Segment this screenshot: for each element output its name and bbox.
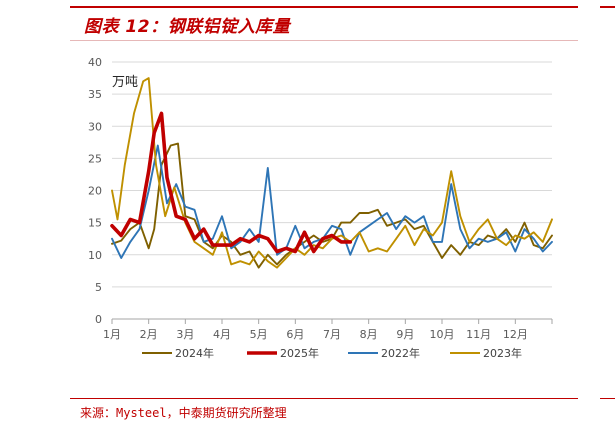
series-line-2025年 bbox=[110, 111, 353, 254]
x-tick-label: 9月 bbox=[396, 328, 414, 341]
x-tick-label: 7月 bbox=[323, 328, 341, 341]
y-tick-label: 5 bbox=[95, 281, 102, 294]
title-rule bbox=[70, 6, 578, 8]
y-axis: 0 5 10 15 20 25 30 35 40 bbox=[88, 56, 102, 326]
y-tick-label: 0 bbox=[95, 313, 102, 326]
figure-title: 图表 12：钢联铝锭入库量 bbox=[84, 17, 291, 37]
x-tick-label: 6月 bbox=[286, 328, 304, 341]
y-tick-label: 30 bbox=[88, 120, 102, 133]
grid-lines bbox=[112, 61, 552, 288]
source-rule bbox=[70, 398, 578, 399]
x-tick-label: 2月 bbox=[140, 328, 158, 341]
source-rule-right bbox=[600, 398, 615, 399]
legend-label: 2023年 bbox=[483, 346, 522, 360]
title-underline bbox=[70, 40, 578, 41]
x-axis: 1月 2月 3月 4月 5月 6月 7月 8月 9月 10月 11月 12月 bbox=[103, 318, 553, 341]
unit-label: 万吨 bbox=[112, 75, 138, 90]
legend-label: 2025年 bbox=[280, 346, 319, 360]
x-tick-label: 11月 bbox=[466, 328, 491, 341]
x-tick-label: 1月 bbox=[103, 328, 121, 341]
y-tick-label: 15 bbox=[88, 217, 102, 230]
source-note: 来源：Mysteel，中泰期货研究所整理 bbox=[80, 406, 287, 420]
x-tick-label: 4月 bbox=[213, 328, 231, 341]
x-tick-label: 8月 bbox=[360, 328, 378, 341]
y-tick-label: 40 bbox=[88, 56, 102, 69]
legend-label: 2022年 bbox=[381, 346, 420, 360]
series-lines bbox=[110, 77, 553, 269]
x-tick-label: 5月 bbox=[250, 328, 268, 341]
y-tick-label: 10 bbox=[88, 249, 102, 262]
series-line-2024年 bbox=[111, 142, 553, 269]
series-line-2022年 bbox=[111, 144, 553, 259]
y-tick-label: 25 bbox=[88, 152, 102, 165]
y-tick-label: 20 bbox=[88, 185, 102, 198]
x-tick-label: 3月 bbox=[176, 328, 194, 341]
x-tick-label: 12月 bbox=[503, 328, 528, 341]
legend-label: 2024年 bbox=[175, 346, 214, 360]
line-chart: 0 5 10 15 20 25 30 35 40 1月 2月 3月 4月 5月 6月 7月 8月 9月 10月 11… bbox=[88, 56, 553, 360]
legend: 2024年 2025年 2022年 2023年 bbox=[142, 346, 522, 360]
title-rule-right bbox=[600, 6, 615, 8]
x-tick-label: 10月 bbox=[430, 328, 455, 341]
series-line-2023年 bbox=[111, 77, 553, 269]
y-tick-label: 35 bbox=[88, 88, 102, 101]
